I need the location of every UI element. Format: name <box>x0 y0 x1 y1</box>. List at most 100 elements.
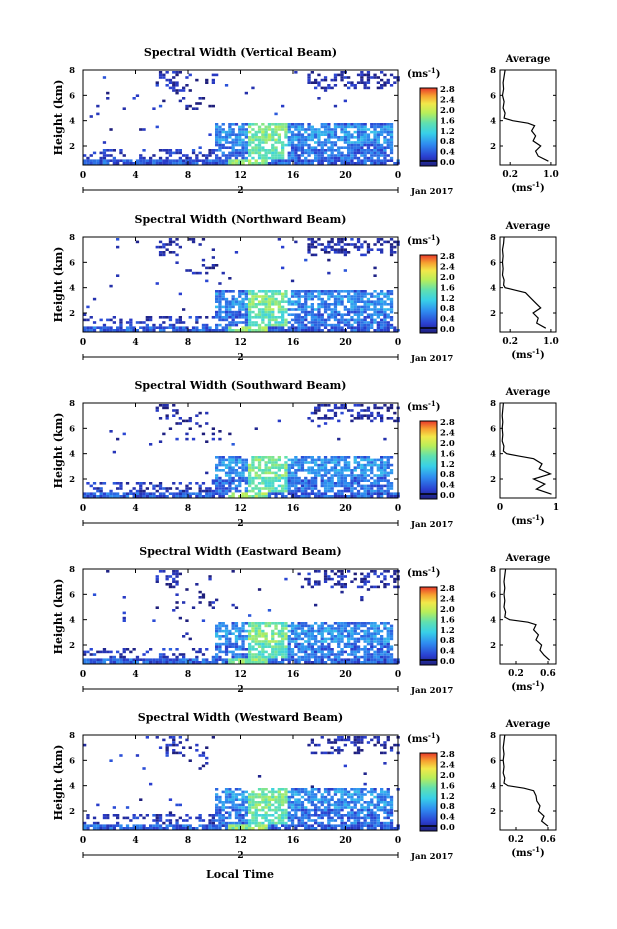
colorbar-tick-label: 1.2 <box>440 792 455 802</box>
average-y-tick-label: 2 <box>490 807 496 817</box>
colorbar-tick-label: 0.8 <box>440 304 455 314</box>
average-y-tick-label: 8 <box>490 565 496 575</box>
average-x-tick-label: 1.0 <box>543 170 559 180</box>
average-title: Average <box>505 221 551 232</box>
colorbar-tick-label: 2.4 <box>440 761 455 771</box>
y-tick-label: 8 <box>69 731 75 741</box>
panel-title: Spectral Width (Southward Beam) <box>134 379 346 392</box>
panel-3: Spectral Width (Southward Beam) 2 4 6 8 Heigh… <box>52 379 559 530</box>
y-tick-label: 2 <box>69 309 75 319</box>
average-y-tick-label: 8 <box>490 399 496 409</box>
x-tick-label: 0 <box>395 171 401 181</box>
x-tick-label: 0 <box>395 338 401 348</box>
y-tick-label: 4 <box>69 117 75 127</box>
y-tick-label: 6 <box>69 424 75 434</box>
y-tick-label: 2 <box>69 641 75 651</box>
y-tick-label: 6 <box>69 91 75 101</box>
average-title: Average <box>505 719 551 730</box>
average-x-tick-label: 0.2 <box>508 835 524 845</box>
x-tick-label: 20 <box>339 836 352 846</box>
average-y-tick-label: 2 <box>490 641 496 651</box>
x-tick-label: 4 <box>132 171 138 181</box>
colorbar-tick-label: 0.0 <box>440 158 455 168</box>
x-tick-label: 0 <box>80 670 86 680</box>
colorbar-tick-label: 2.4 <box>440 263 455 273</box>
x-tick-label: 16 <box>287 670 300 680</box>
colorbar-tick-label: 2.8 <box>440 252 455 262</box>
colorbar-tick-label: 0.4 <box>440 813 455 823</box>
colorbar-tick-label: 1.2 <box>440 127 455 137</box>
y-axis-label: Height (km) <box>52 579 65 655</box>
average-x-tick-label: 1.0 <box>543 337 559 347</box>
average-x-tick-label: 1 <box>553 503 559 513</box>
x-tick-label: 0 <box>395 836 401 846</box>
colorbar-tick-label: 2.8 <box>440 85 455 95</box>
x-axis-label: Local Time <box>206 868 274 881</box>
average-y-tick-label: 6 <box>490 590 496 600</box>
average-profile-line <box>503 568 551 661</box>
x-tick-label: 0 <box>395 504 401 514</box>
x-tick-label: 0 <box>80 836 86 846</box>
day-marker: 2 <box>237 353 243 363</box>
colorbar-tick-label: 2.0 <box>440 771 455 781</box>
x-tick-label: 8 <box>185 670 191 680</box>
heatmap-cells <box>83 404 400 498</box>
date-label: Jan 2017 <box>410 354 453 364</box>
colorbar-tick-label: 0.8 <box>440 636 455 646</box>
colorbar-tick-label: 2.0 <box>440 605 455 615</box>
colorbar-tick-label: 0.0 <box>440 657 455 667</box>
panel-4: Spectral Width (Eastward Beam) 2 4 6 8 Height… <box>52 545 557 696</box>
colorbar-tick-label: 2.0 <box>440 273 455 283</box>
colorbar-tick-label: 0.4 <box>440 148 455 158</box>
x-tick-label: 4 <box>132 670 138 680</box>
colorbar-units: (ms-1) <box>407 233 440 247</box>
colorbar-tick-label: 2.0 <box>440 106 455 116</box>
day-marker: 2 <box>237 685 243 695</box>
x-tick-label: 16 <box>287 171 300 181</box>
colorbar-tick-label: 2.4 <box>440 429 455 439</box>
average-x-axis-label: (ms-1) <box>511 347 544 361</box>
x-tick-label: 12 <box>234 504 247 514</box>
x-tick-label: 20 <box>339 504 352 514</box>
average-y-tick-label: 4 <box>490 616 496 626</box>
average-profile-line <box>502 734 549 827</box>
colorbar-tick-label: 1.6 <box>440 449 455 459</box>
colorbar-tick-label: 0.0 <box>440 491 455 501</box>
average-x-tick-label: 0 <box>497 503 503 513</box>
average-y-tick-label: 6 <box>490 756 496 766</box>
panel-2: Spectral Width (Northward Beam) 2 4 6 8 Heigh… <box>52 213 559 364</box>
date-label: Jan 2017 <box>410 187 453 197</box>
colorbar-tick-label: 1.6 <box>440 283 455 293</box>
average-y-tick-label: 8 <box>490 731 496 741</box>
colorbar-tick-label: 2.8 <box>440 750 455 760</box>
x-tick-label: 4 <box>132 836 138 846</box>
heatmap-cells <box>83 71 400 165</box>
x-tick-label: 4 <box>132 504 138 514</box>
x-tick-label: 12 <box>234 670 247 680</box>
y-tick-label: 6 <box>69 590 75 600</box>
average-x-axis-label: (ms-1) <box>511 180 544 194</box>
colorbar-tick-label: 1.2 <box>440 460 455 470</box>
x-tick-label: 12 <box>234 338 247 348</box>
average-y-tick-label: 2 <box>490 142 496 152</box>
date-label: Jan 2017 <box>410 686 453 696</box>
colorbar-tick-label: 2.4 <box>440 595 455 605</box>
x-tick-label: 16 <box>287 504 300 514</box>
x-tick-label: 8 <box>185 836 191 846</box>
colorbar-tick-label: 0.8 <box>440 137 455 147</box>
date-label: Jan 2017 <box>410 852 453 862</box>
average-x-tick-label: 0.2 <box>508 669 524 679</box>
x-tick-label: 20 <box>339 338 352 348</box>
heatmap-cells <box>83 570 400 664</box>
colorbar-tick-label: 0.0 <box>440 823 455 833</box>
colorbar-tick-label: 1.2 <box>440 626 455 636</box>
y-axis-label: Height (km) <box>52 745 65 821</box>
panel-title: Spectral Width (Northward Beam) <box>135 213 347 226</box>
colorbar-units: (ms-1) <box>407 731 440 745</box>
y-tick-label: 4 <box>69 284 75 294</box>
colorbar-tick-label: 2.8 <box>440 418 455 428</box>
y-tick-label: 6 <box>69 756 75 766</box>
x-tick-label: 20 <box>339 670 352 680</box>
y-tick-label: 2 <box>69 142 75 152</box>
